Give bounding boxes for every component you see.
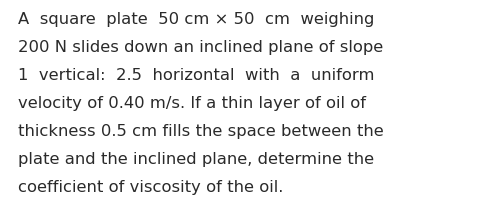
Text: A  square  plate  50 cm × 50  cm  weighing: A square plate 50 cm × 50 cm weighing xyxy=(18,12,374,27)
Text: thickness 0.5 cm fills the space between the: thickness 0.5 cm fills the space between… xyxy=(18,124,383,139)
Text: 1  vertical:  2.5  horizontal  with  a  uniform: 1 vertical: 2.5 horizontal with a unifor… xyxy=(18,68,374,83)
Text: plate and the inclined plane, determine the: plate and the inclined plane, determine … xyxy=(18,152,373,167)
Text: velocity of 0.40 m/s. If a thin layer of oil of: velocity of 0.40 m/s. If a thin layer of… xyxy=(18,96,365,111)
Text: 200 N slides down an inclined plane of slope: 200 N slides down an inclined plane of s… xyxy=(18,40,383,55)
Text: coefficient of viscosity of the oil.: coefficient of viscosity of the oil. xyxy=(18,180,283,195)
